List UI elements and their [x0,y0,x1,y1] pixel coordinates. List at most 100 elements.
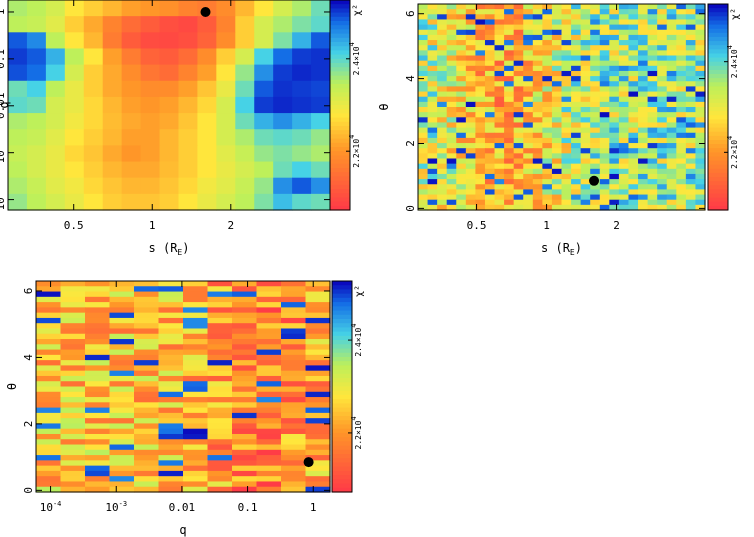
heatmap-cell [599,179,610,185]
heatmap-cell [590,189,601,196]
heatmap-cell [45,64,66,82]
heatmap-cell [183,381,209,388]
heatmap-cell [685,96,697,103]
heatmap-cell [484,117,496,124]
heatmap-cell [183,449,209,456]
heatmap-cell [628,148,639,154]
heatmap-cell [484,65,496,72]
heatmap-cell [609,55,620,62]
heatmap-cell [85,365,111,372]
heatmap-cell [484,153,496,160]
heatmap-cell [676,148,687,154]
colorbar-step [708,115,728,120]
heatmap-cell [561,14,572,21]
heatmap-cell [134,470,160,477]
heatmap-cell [256,449,282,456]
heatmap-cell [571,34,582,41]
heatmap-cell [45,48,66,66]
heatmap-cell [254,32,274,50]
heatmap-cell [183,375,209,382]
heatmap-cell [418,9,429,15]
heatmap-cell [456,60,467,67]
heatmap-cell [484,40,496,46]
heatmap-cell [685,65,697,72]
heatmap-cell [85,333,111,340]
heatmap-cell [618,143,630,149]
heatmap-cell [504,101,515,108]
heatmap-cell [638,132,649,139]
x-axis-label: s (RE) [149,241,190,257]
heatmap-cell [609,40,620,46]
heatmap-cell [26,129,47,146]
heatmap-cell [121,193,142,211]
heatmap-cell [484,9,496,15]
heatmap-cell [647,184,658,190]
heatmap-cell [513,117,524,124]
heatmap-cell [465,117,476,124]
heatmap-cell [504,194,515,201]
heatmap-cell [657,112,668,118]
heatmap-cell [484,76,496,82]
heatmap-cell [109,354,135,361]
heatmap-cell [456,132,467,139]
heatmap-cell [427,96,438,103]
heatmap-cell [281,433,307,440]
heatmap-cell [685,184,697,190]
heatmap-cell [197,48,217,66]
heatmap-cell [494,184,505,190]
heatmap-cell [456,4,467,10]
heatmap-cell [446,137,457,144]
heatmap-cell [109,286,135,293]
heatmap-cell [45,96,66,114]
heatmap-cell [513,91,524,98]
heatmap-cell [628,204,639,211]
heatmap-cell [427,179,438,185]
heatmap-cell [232,481,258,488]
heatmap-cell [695,127,706,134]
heatmap-cell [504,86,515,93]
heatmap-cell [685,173,697,180]
heatmap-cell [281,307,307,314]
heatmap-cell [676,173,687,180]
heatmap-cell [273,0,293,17]
colorbar-step [330,193,350,198]
heatmap-cell [85,407,111,414]
heatmap-cell [256,407,282,414]
heatmap-cell [456,158,467,165]
heatmap-cell [60,481,86,488]
heatmap-cell [60,375,86,382]
heatmap-cell [36,418,62,425]
heatmap-cell [523,86,534,93]
heatmap-cell [580,137,591,144]
heatmap-cell [465,199,476,206]
heatmap-cell [85,286,111,293]
heatmap-cell [60,418,86,425]
heatmap-cell [666,173,677,180]
colorbar-step [708,201,728,207]
heatmap-cell [83,96,104,114]
heatmap-cell [232,339,258,345]
heatmap-cell [571,184,582,190]
heatmap-cell [494,117,505,124]
heatmap-cell [542,96,553,103]
heatmap-cell [523,163,534,170]
heatmap-cell [446,14,457,21]
heatmap-cell [281,407,307,414]
heatmap-cell [232,397,258,403]
heatmap-cell [26,161,47,179]
heatmap-cell [178,48,199,66]
heatmap-cell [590,81,601,87]
heatmap-cell [494,173,505,180]
heatmap-cell [83,193,104,211]
heatmap-cell [685,127,697,134]
colorbar-step [708,135,728,141]
heatmap-cell [628,91,639,98]
heatmap-cell [695,184,706,190]
heatmap-cell [292,64,312,82]
heatmap-cell [134,307,160,314]
heatmap-cell [437,184,448,190]
heatmap-cell [427,24,438,31]
heatmap-cell [676,199,687,206]
heatmap-cell [628,158,639,165]
heatmap-cell [484,81,496,87]
